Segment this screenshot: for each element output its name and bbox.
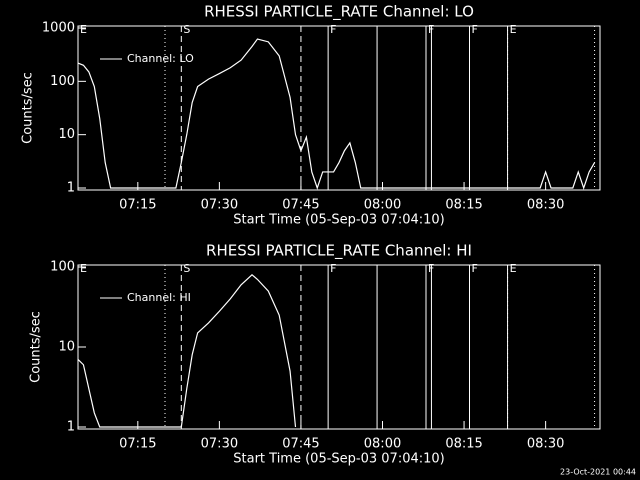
y-axis-label: Counts/sec: [29, 311, 44, 383]
event-label: S: [183, 262, 190, 275]
x-tick-label: 08:30: [527, 437, 564, 452]
event-label: E: [510, 23, 517, 36]
x-tick-label: 07:45: [282, 437, 319, 452]
x-tick-label: 07:45: [282, 198, 319, 213]
plot-frame: [77, 25, 601, 191]
y-tick-label: 1: [67, 181, 75, 196]
event-label: E: [80, 262, 87, 275]
x-tick-label: 08:00: [364, 198, 401, 213]
event-label: F: [330, 23, 336, 36]
y-tick-label: 100: [50, 260, 75, 275]
data-line: [77, 38, 596, 190]
event-label: E: [80, 23, 87, 36]
legend-label: Channel: LO: [127, 52, 194, 65]
x-axis-label: Start Time (05-Sep-03 07:04:10): [233, 213, 444, 228]
x-tick-label: 07:15: [119, 437, 156, 452]
y-tick-label: 1: [67, 420, 75, 435]
y-tick-label: 100: [50, 74, 75, 89]
x-tick-label: 08:30: [527, 198, 564, 213]
plot-frame: [77, 264, 601, 430]
x-tick-label: 07:30: [201, 198, 238, 213]
chart-title: RHESSI PARTICLE_RATE Channel: HI: [206, 242, 472, 261]
x-tick-label: 08:15: [445, 437, 482, 452]
legend-label: Channel: HI: [127, 291, 191, 304]
y-axis-label: Counts/sec: [21, 72, 36, 144]
x-tick-label: 07:30: [201, 437, 238, 452]
y-tick-label: 10: [58, 340, 75, 355]
event-label: F: [472, 262, 478, 275]
data-line: [77, 273, 297, 428]
x-tick-label: 08:00: [364, 437, 401, 452]
event-label: S: [183, 23, 190, 36]
event-label: F: [330, 262, 336, 275]
y-tick-label: 1000: [42, 21, 75, 36]
footer: 23-Oct-2021 00:44: [560, 468, 636, 477]
x-tick-label: 07:15: [119, 198, 156, 213]
x-axis-label: Start Time (05-Sep-03 07:04:10): [233, 452, 444, 467]
event-label: E: [510, 262, 517, 275]
y-tick-label: 10: [58, 127, 75, 142]
event-label: F: [472, 23, 478, 36]
x-tick-label: 08:15: [445, 198, 482, 213]
chart-title: RHESSI PARTICLE_RATE Channel: LO: [204, 3, 474, 22]
